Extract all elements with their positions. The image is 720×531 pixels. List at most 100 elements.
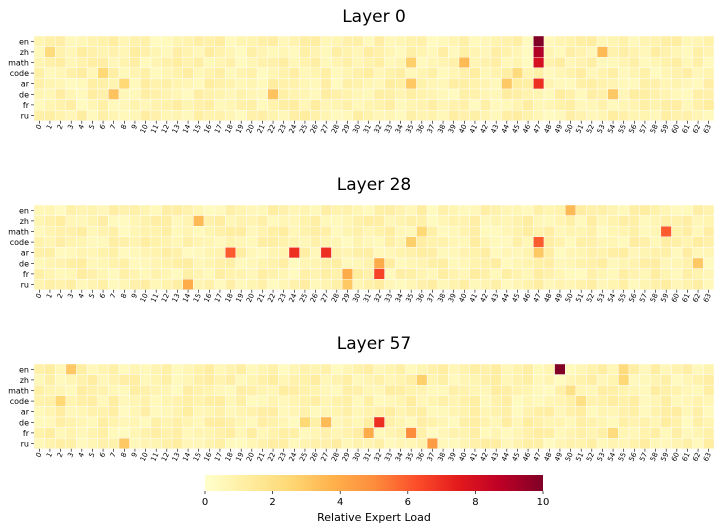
heatmap-cell <box>448 109 460 121</box>
heatmap-cell <box>469 88 481 100</box>
heatmap-cell <box>182 215 194 227</box>
row-label: math <box>8 59 29 68</box>
heatmap-cell <box>575 279 587 291</box>
heatmap-cell <box>225 99 237 111</box>
heatmap-cell <box>363 279 375 291</box>
heatmap-cell <box>278 57 290 69</box>
heatmap-cell <box>203 406 215 418</box>
heatmap-cell <box>384 78 396 90</box>
heatmap-cell <box>267 427 279 439</box>
heatmap-cell <box>331 236 343 248</box>
heatmap-cell <box>44 268 56 280</box>
heatmap-cell <box>575 78 587 90</box>
heatmap-cell <box>55 438 67 450</box>
x-tick-label: 48 <box>543 292 554 303</box>
heatmap-cell <box>363 35 375 47</box>
x-tick-label: 19 <box>234 451 245 462</box>
heatmap-cell <box>395 257 407 269</box>
heatmap-cell <box>575 257 587 269</box>
heatmap-cell <box>44 236 56 248</box>
heatmap-cell <box>331 46 343 58</box>
x-tick-label: 20 <box>245 292 256 303</box>
heatmap-cell <box>235 215 247 227</box>
heatmap-cell <box>618 416 630 428</box>
heatmap-cell <box>575 438 587 450</box>
heatmap-cell <box>405 204 417 216</box>
heatmap-cell <box>193 215 205 227</box>
heatmap-cell <box>533 88 545 100</box>
heatmap-cell <box>437 257 449 269</box>
heatmap-cell <box>660 406 672 418</box>
heatmap-cell <box>395 204 407 216</box>
heatmap-cell <box>671 46 683 58</box>
x-tick-label: 4 <box>77 292 86 300</box>
heatmap-cell <box>458 225 470 237</box>
heatmap-cell <box>448 78 460 90</box>
heatmap-cell <box>692 416 704 428</box>
heatmap-cell <box>650 385 662 397</box>
heatmap-cell <box>256 268 268 280</box>
heatmap-cell <box>161 257 173 269</box>
heatmap-cell <box>480 236 492 248</box>
heatmap-cell <box>118 374 130 386</box>
row-label: ru <box>21 281 29 290</box>
heatmap-cell <box>639 215 651 227</box>
heatmap-cell <box>55 247 67 259</box>
heatmap-cell <box>501 406 513 418</box>
heatmap-cell <box>448 438 460 450</box>
heatmap-cell <box>129 385 141 397</box>
heatmap-cell <box>225 236 237 248</box>
heatmap-cell <box>310 374 322 386</box>
heatmap-cell <box>203 247 215 259</box>
heatmap-cell <box>501 88 513 100</box>
heatmap-cell <box>448 99 460 111</box>
heatmap-cell <box>554 268 566 280</box>
x-tick-label: 33 <box>383 292 394 303</box>
heatmap-cell <box>33 247 45 259</box>
heatmap-cell <box>33 109 45 121</box>
heatmap-cell <box>384 67 396 79</box>
heatmap-cell <box>586 215 598 227</box>
x-tick-label: 16 <box>203 451 214 463</box>
heatmap-cell <box>692 374 704 386</box>
heatmap-cell <box>86 257 98 269</box>
heatmap-cell <box>278 35 290 47</box>
heatmap-cell <box>405 438 417 450</box>
heatmap-cell <box>65 406 77 418</box>
x-tick-label: 29 <box>341 123 352 134</box>
heatmap-cell <box>150 268 162 280</box>
heatmap-cell <box>129 46 141 58</box>
heatmap-cell <box>86 88 98 100</box>
heatmap-cell <box>182 363 194 375</box>
heatmap-cell <box>533 438 545 450</box>
heatmap-cell <box>660 395 672 407</box>
heatmap-cell <box>373 225 385 237</box>
x-tick-label: 18 <box>224 292 235 303</box>
heatmap-cell <box>246 67 258 79</box>
heatmap-cell <box>511 236 523 248</box>
heatmap-cell <box>543 236 555 248</box>
heatmap-cell <box>193 374 205 386</box>
heatmap-cell <box>193 88 205 100</box>
heatmap-cell <box>458 236 470 248</box>
heatmap-cell <box>118 78 130 90</box>
heatmap-cell <box>565 204 577 216</box>
heatmap-cell <box>596 374 608 386</box>
heatmap-cell <box>267 204 279 216</box>
heatmap-cell <box>214 215 226 227</box>
heatmap-cell <box>267 374 279 386</box>
heatmap-cell <box>384 416 396 428</box>
heatmap-cell <box>565 215 577 227</box>
heatmap-cell <box>692 225 704 237</box>
heatmap-cell <box>448 257 460 269</box>
x-tick-label: 28 <box>330 451 341 462</box>
x-tick-label: 41 <box>468 292 479 303</box>
x-tick-label: 33 <box>383 451 394 462</box>
heatmap-cell <box>108 257 120 269</box>
heatmap-cell <box>373 35 385 47</box>
heatmap-cell <box>703 268 715 280</box>
heatmap-cell <box>426 46 438 58</box>
heatmap-cell <box>671 385 683 397</box>
heatmap-cell <box>341 279 353 291</box>
